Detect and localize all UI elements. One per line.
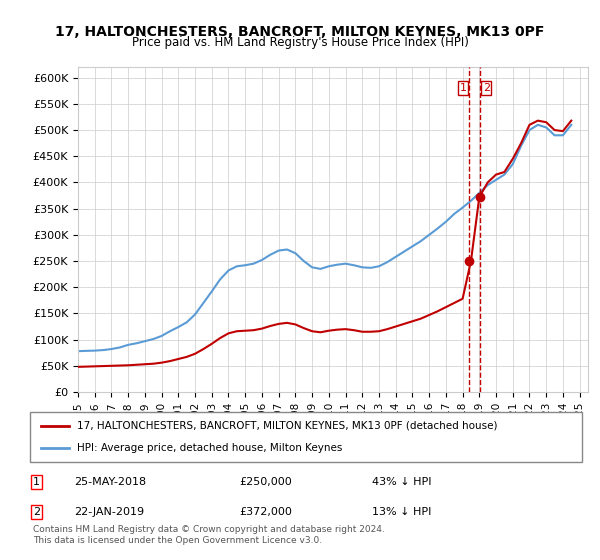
Text: 22-JAN-2019: 22-JAN-2019: [74, 507, 144, 517]
Text: 2: 2: [482, 83, 490, 93]
Text: 13% ↓ HPI: 13% ↓ HPI: [372, 507, 431, 517]
Text: 1: 1: [460, 83, 466, 93]
Text: 2: 2: [33, 507, 40, 517]
Text: 17, HALTONCHESTERS, BANCROFT, MILTON KEYNES, MK13 0PF (detached house): 17, HALTONCHESTERS, BANCROFT, MILTON KEY…: [77, 421, 497, 431]
Text: HPI: Average price, detached house, Milton Keynes: HPI: Average price, detached house, Milt…: [77, 443, 342, 453]
Text: 43% ↓ HPI: 43% ↓ HPI: [372, 477, 432, 487]
Text: Contains HM Land Registry data © Crown copyright and database right 2024.
This d: Contains HM Land Registry data © Crown c…: [33, 525, 385, 545]
Text: Price paid vs. HM Land Registry's House Price Index (HPI): Price paid vs. HM Land Registry's House …: [131, 36, 469, 49]
Text: 17, HALTONCHESTERS, BANCROFT, MILTON KEYNES, MK13 0PF: 17, HALTONCHESTERS, BANCROFT, MILTON KEY…: [55, 25, 545, 39]
FancyBboxPatch shape: [30, 412, 582, 462]
Text: £372,000: £372,000: [240, 507, 293, 517]
Text: 25-MAY-2018: 25-MAY-2018: [74, 477, 146, 487]
Text: £250,000: £250,000: [240, 477, 293, 487]
Text: 1: 1: [33, 477, 40, 487]
